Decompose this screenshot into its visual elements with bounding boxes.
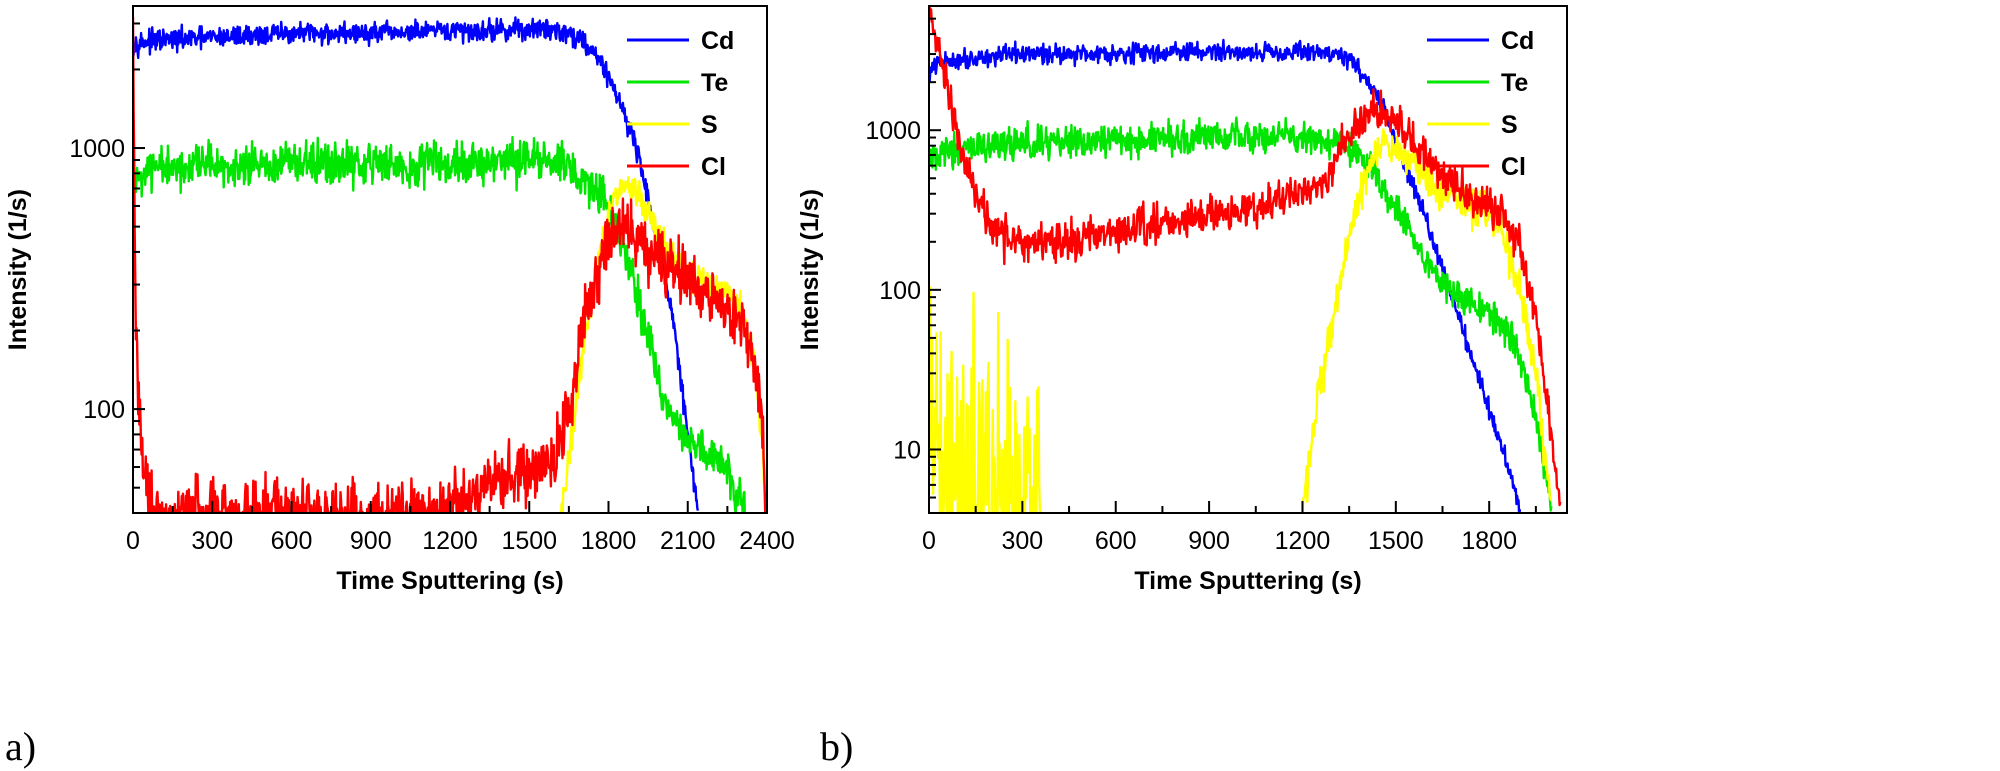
plot-frame: [928, 5, 1568, 514]
y-axis-title: Intensity (1/s): [796, 189, 824, 350]
legend-label-cl: Cl: [1501, 153, 1526, 181]
y-tick-label: 100: [879, 277, 921, 305]
y-axis-title: Intensity (1/s): [4, 189, 32, 350]
legend-label-cd: Cd: [1501, 27, 1534, 55]
y-tick-label: 1000: [69, 135, 125, 163]
chart-panel-a: 0 300 600 900 1200 1500 1800 2100 2400 100 1000 Tim…: [4, 5, 795, 769]
panel-label: b): [820, 724, 853, 769]
x-tick-label: 600: [271, 527, 313, 555]
series-line-s: [560, 175, 767, 513]
x-tick-label: 0: [922, 527, 936, 555]
x-tick-label: 2100: [660, 527, 716, 555]
x-tick-label: 1200: [1275, 527, 1331, 555]
series-line-cd: [133, 16, 700, 511]
y-tick-label: 100: [83, 396, 125, 424]
x-axis-title: Time Sputtering (s): [1134, 567, 1361, 595]
legend-label-s: S: [701, 111, 718, 139]
series-line-cl: [133, 16, 767, 513]
x-tick-label: 1500: [501, 527, 557, 555]
series-line-te: [929, 116, 1553, 512]
x-tick-label: 0: [126, 527, 140, 555]
x-tick-label: 300: [1002, 527, 1044, 555]
legend-label-te: Te: [1501, 69, 1528, 97]
y-tick-label: 1000: [865, 117, 921, 145]
plot-area: [133, 16, 767, 513]
x-tick-label: 1500: [1368, 527, 1424, 555]
x-axis-title: Time Sputtering (s): [336, 567, 563, 595]
x-tick-label: 2400: [739, 527, 795, 555]
legend-label-cl: Cl: [701, 153, 726, 181]
x-tick-label: 900: [1188, 527, 1230, 555]
x-tick-label: 900: [350, 527, 392, 555]
panel-label: a): [5, 724, 36, 769]
x-tick-label: 1800: [581, 527, 637, 555]
x-tick-label: 1200: [422, 527, 478, 555]
x-tick-label: 300: [191, 527, 233, 555]
legend-label-s: S: [1501, 111, 1518, 139]
series-line-s-low: [929, 285, 1042, 513]
x-tick-label: 600: [1095, 527, 1137, 555]
legend-label-te: Te: [701, 69, 728, 97]
y-tick-label: 10: [893, 436, 921, 464]
plot-area: [929, 6, 1562, 513]
chart-panel-b: 0 300 600 900 1200 1500 1800 10 100 1000 Time Sput…: [796, 5, 1568, 769]
series-line-te: [133, 135, 746, 513]
series-line-s: [1301, 128, 1553, 513]
legend-label-cd: Cd: [701, 27, 734, 55]
x-tick-label: 1800: [1461, 527, 1517, 555]
series-line-cd: [929, 38, 1522, 513]
series-line-cl: [929, 6, 1562, 507]
